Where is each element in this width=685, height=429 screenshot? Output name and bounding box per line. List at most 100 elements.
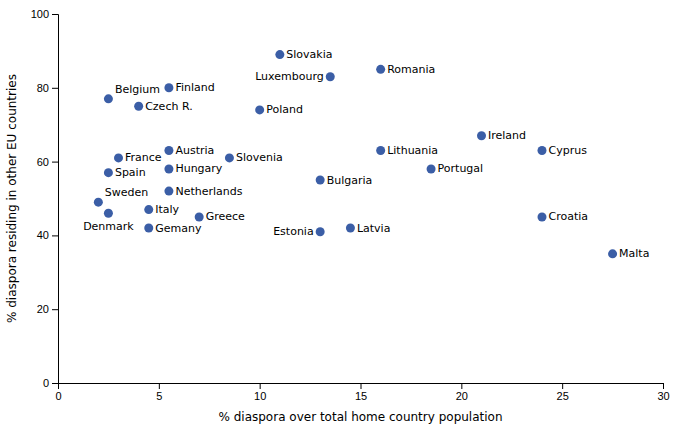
tick-label: 80: [37, 82, 49, 94]
point: [326, 72, 335, 81]
tick: 0: [43, 377, 58, 389]
y-axis-title: % diaspora residing in other EU countrie…: [5, 74, 19, 323]
point: [538, 212, 547, 221]
tick-mark: [52, 383, 58, 384]
tick: 60: [37, 156, 58, 168]
tick-label: 5: [156, 390, 162, 402]
tick-label: 15: [355, 390, 367, 402]
point-label: Portugal: [438, 162, 484, 175]
tick-mark: [52, 235, 58, 236]
point: [104, 209, 113, 218]
point: [114, 153, 123, 162]
point: [134, 102, 143, 111]
tick: 15: [355, 383, 367, 402]
point: [195, 212, 204, 221]
point: [104, 94, 113, 103]
axis-line: [52, 15, 59, 384]
tick: 80: [37, 82, 58, 94]
points: [94, 50, 617, 258]
point-label: France: [125, 151, 162, 164]
tick-mark: [562, 383, 563, 389]
tick-mark: [361, 383, 362, 389]
point-label: Slovenia: [236, 151, 283, 164]
point-label: Finland: [175, 81, 214, 94]
tick-mark: [52, 14, 58, 15]
y-axis: 0 20 40 60 80 100: [31, 8, 59, 389]
tick: 20: [37, 303, 58, 315]
tick-mark: [260, 383, 261, 389]
point-label: Greece: [206, 210, 245, 223]
point-label: Latvia: [357, 222, 391, 235]
tick: 100: [31, 8, 58, 20]
point: [164, 83, 173, 92]
point: [225, 153, 234, 162]
tick: 20: [456, 383, 468, 402]
point-label: Spain: [115, 166, 146, 179]
point-label: Lithuania: [387, 144, 438, 157]
point-labels: Slovakia Romania Luxembourg Finland Belgium C…: [83, 48, 649, 260]
tick: 40: [37, 229, 58, 241]
tick-label: 40: [37, 229, 49, 241]
tick: 25: [557, 383, 569, 402]
point-label: Cyprus: [549, 144, 588, 157]
tick-label: 20: [37, 303, 49, 315]
point: [346, 224, 355, 233]
point-label: Belgium: [115, 83, 160, 96]
point-label: Hungary: [175, 162, 222, 175]
point: [164, 187, 173, 196]
point: [477, 131, 486, 140]
point-label: Romania: [387, 63, 435, 76]
point-label: Slovakia: [286, 48, 332, 61]
tick: 5: [156, 383, 162, 402]
tick-mark: [461, 383, 462, 389]
tick-label: 20: [456, 390, 468, 402]
tick-label: 100: [31, 8, 49, 20]
point-label: Poland: [266, 103, 303, 116]
point-label: Gemany: [155, 222, 202, 235]
point: [255, 105, 264, 114]
point-label: Czech R.: [145, 100, 193, 113]
plot: 0 5 10 15 20 25 30 0 20 40 60 80 100 Slovakia Romania L…: [31, 8, 670, 402]
tick-label: 10: [254, 390, 266, 402]
tick-label: 25: [557, 390, 569, 402]
point-label: Estonia: [273, 225, 314, 238]
point: [316, 176, 325, 185]
point-label: Sweden: [105, 186, 148, 199]
point: [538, 146, 547, 155]
tick-mark: [52, 309, 58, 310]
tick-label: 60: [37, 156, 49, 168]
tick-label: 0: [43, 377, 49, 389]
point-label: Netherlands: [175, 185, 242, 198]
tick-mark: [159, 383, 160, 389]
point: [376, 65, 385, 74]
point-label: Bulgaria: [327, 174, 373, 187]
x-axis: 0 5 10 15 20 25 30: [55, 383, 669, 402]
point-label: Denmark: [83, 220, 134, 233]
point-label: Malta: [619, 247, 649, 260]
point: [144, 224, 153, 233]
point: [144, 205, 153, 214]
point: [316, 227, 325, 236]
point-label: Austria: [175, 144, 214, 157]
point: [104, 168, 113, 177]
point-label: Croatia: [549, 210, 589, 223]
point: [427, 164, 436, 173]
point-label: Italy: [155, 203, 179, 216]
point-label: Ireland: [488, 129, 526, 142]
point: [164, 164, 173, 173]
chart: 0 5 10 15 20 25 30 0 20 40 60 80 100 Slovakia Romania L…: [0, 0, 685, 429]
tick-mark: [52, 162, 58, 163]
tick: 30: [657, 383, 669, 402]
point: [608, 249, 617, 258]
point: [376, 146, 385, 155]
point: [164, 146, 173, 155]
point-label: Luxembourg: [255, 70, 324, 83]
tick-label: 0: [55, 390, 61, 402]
tick-mark: [52, 88, 58, 89]
x-axis-title: % diaspora over total home country popul…: [218, 410, 502, 424]
axis-line: [59, 384, 664, 390]
tick: 0: [55, 383, 61, 402]
point: [275, 50, 284, 59]
tick-mark: [663, 383, 664, 389]
tick-label: 30: [657, 390, 669, 402]
